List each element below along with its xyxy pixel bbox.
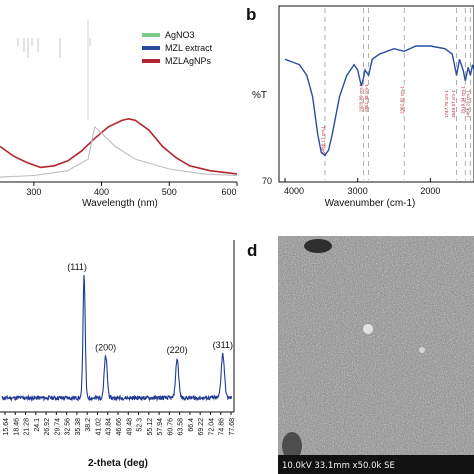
ftir-peak-label: 1519.34 cm-1: [461, 86, 466, 115]
xrd-peak-labels: (111) (200) (220) (311): [67, 262, 233, 355]
legend-label: MZL extract: [165, 43, 213, 53]
xrd-tick-label: 15.64: [3, 418, 10, 436]
panel-d-letter: d: [247, 241, 257, 260]
xrd-tick-label: 77.68: [229, 418, 236, 436]
legend-swatch: [142, 46, 160, 50]
uvvis-legend: AgNO3 MZL extract MZLAgNPs: [142, 30, 213, 66]
sem-bright-particle-2: [419, 347, 425, 353]
uvvis-series-mzl-extract: [0, 125, 238, 178]
xrd-tick-label: 43.84: [106, 418, 113, 436]
ftir-tick-label: 2000: [420, 186, 440, 196]
panel-a-uvvis: 300 400 500 600 Wavelength (nm) AgNO3 MZL ex…: [0, 0, 238, 215]
xrd-peak-label: (311): [213, 340, 233, 350]
ftir-peak-label: 1649.57 cm-1: [451, 90, 456, 119]
sem-image-texture: [278, 236, 474, 474]
xrd-tick-label: 35.38: [75, 418, 82, 436]
ftir-peak-label: 1747.75 cm-1: [444, 90, 449, 119]
uvvis-xlabel: Wavelength (nm): [82, 198, 158, 209]
xrd-tick-label: 52.3: [137, 418, 144, 432]
agno3-spikes: [17, 20, 91, 120]
xrd-tick-label: 69.22: [198, 418, 205, 436]
legend-swatch: [142, 33, 160, 37]
xrd-peak-label: (220): [167, 345, 188, 355]
xrd-tick-label: 60.76: [167, 418, 174, 436]
legend-swatch: [142, 59, 160, 63]
ftir-peak-label: 3456.17 cm-1: [320, 126, 325, 155]
ftir-tick-label: 4000: [284, 186, 304, 196]
ftir-ticks: 4000 3000 2000: [284, 178, 440, 196]
xrd-tick-label: 24.1: [34, 418, 41, 432]
ftir-frame: [278, 5, 474, 183]
uvvis-tick-label: 300: [26, 187, 41, 197]
xrd-tick-label: 46.66: [116, 418, 123, 436]
legend-label: AgNO3: [165, 30, 195, 40]
xrd-tick-label: 38.2: [85, 418, 92, 432]
xrd-tick-label: 74.86: [219, 418, 226, 436]
ftir-tick-label: 3000: [348, 186, 368, 196]
ftir-ytick-70: 70: [262, 176, 272, 186]
uvvis-tick-label: 600: [221, 187, 236, 197]
ftir-peak-label: 1456.23 cm-1: [465, 90, 470, 119]
xrd-plot: [1, 274, 233, 403]
xrd-tick-label: 63.58: [178, 418, 185, 436]
ftir-peak-label: 2851.48 cm-1: [364, 84, 369, 113]
xrd-ticks: 15.64 18.46 21.28 24.1 26.92 29.74 32.56 35.38 3…: [3, 412, 236, 436]
sem-info-bar: [278, 455, 474, 474]
ftir-series: [284, 45, 474, 157]
ftir-ref-lines: [324, 8, 471, 180]
legend-label: MZLAgNPs: [165, 56, 212, 66]
xrd-peak-label: (200): [95, 343, 116, 353]
uvvis-ticks: 300 400 500 600: [26, 182, 238, 197]
uvvis-plot: [0, 117, 238, 178]
sem-info-text: 10.0kV 33.1mm x50.0k SE: [282, 461, 395, 471]
xrd-tick-label: 72.04: [208, 418, 215, 436]
panel-b-letter: b: [246, 5, 256, 24]
xrd-tick-label: 49.48: [126, 418, 133, 436]
panel-c-xrd: (111) (200) (220) (311) 15.64 18.46 21.28 24.1…: [0, 240, 236, 469]
xrd-tick-label: 55.12: [147, 418, 154, 436]
sem-bright-particle: [363, 324, 373, 334]
uvvis-tick-label: 400: [94, 187, 109, 197]
sem-dark-patch-2: [282, 432, 302, 460]
ftir-peak-label: 2362.82 cm-1: [399, 86, 404, 115]
xrd-tick-label: 57.94: [157, 418, 164, 436]
xrd-tick-label: 66.4: [188, 418, 195, 432]
xrd-xlabel: 2-theta (deg): [88, 458, 148, 469]
xrd-tick-label: 18.46: [13, 418, 20, 436]
xrd-tick-label: 21.28: [24, 418, 31, 436]
xrd-tick-label: 29.74: [54, 418, 61, 436]
uvvis-tick-label: 500: [162, 187, 177, 197]
xrd-series: [1, 274, 233, 403]
ftir-peak-label: 2920.89 cm-1: [358, 84, 363, 113]
ftir-ylabel: %T: [252, 90, 267, 101]
panel-d-sem: d 10.0kV 33.1mm x50.0k SE: [247, 236, 474, 474]
panel-b-ftir: b 3456.17 cm-1 2920.89 cm-1 2851.48 cm-1 23…: [246, 5, 474, 209]
ftir-xlabel: Wavenumber (cm-1): [325, 198, 416, 209]
sem-dark-patch: [304, 239, 332, 253]
ftir-peak-labels: 3456.17 cm-1 2920.89 cm-1 2851.48 cm-1 2362…: [320, 84, 470, 155]
xrd-peak-label: (111): [67, 262, 87, 272]
ftir-plot: [284, 45, 474, 157]
uvvis-series-mzlagnps: [0, 117, 238, 175]
xrd-tick-label: 26.92: [44, 418, 51, 436]
xrd-tick-label: 41.02: [95, 418, 102, 436]
xrd-tick-label: 32.56: [65, 418, 72, 436]
